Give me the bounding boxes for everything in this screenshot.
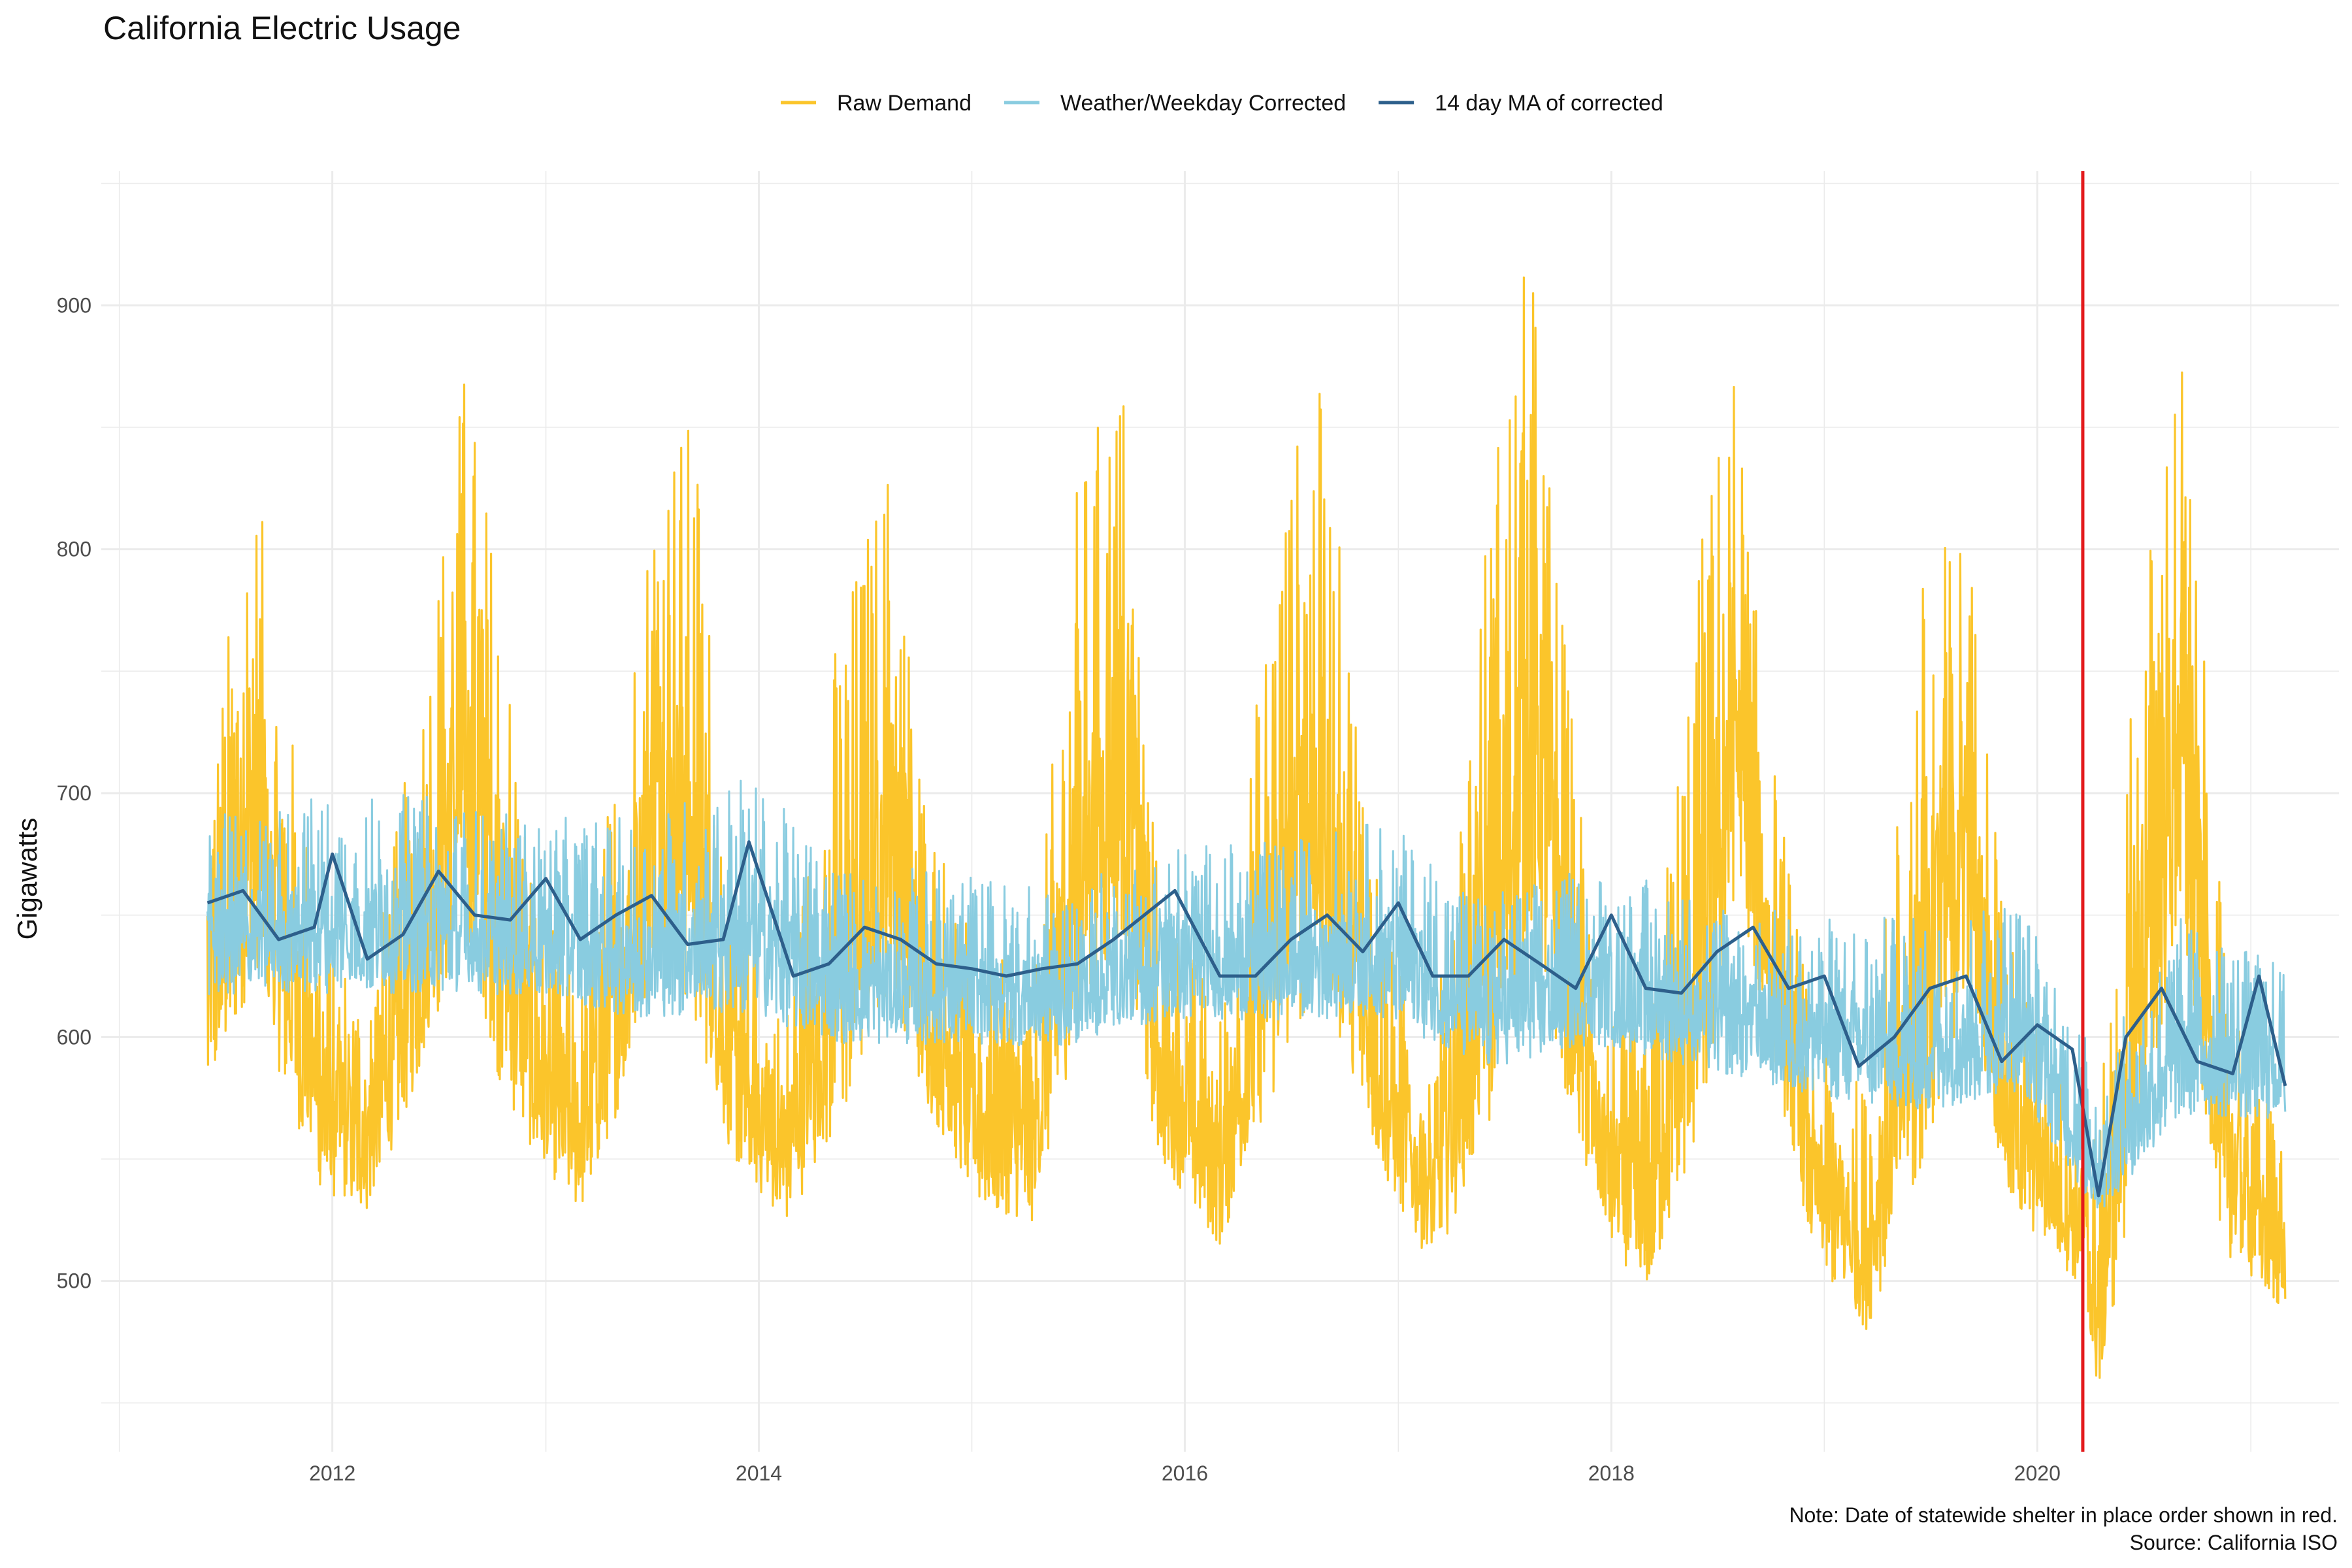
legend-label: 14 day MA of corrected [1435, 91, 1663, 116]
y-axis-label: Gigawatts [12, 818, 42, 940]
y-tick-label: 900 [57, 293, 91, 317]
x-tick-label: 2020 [2014, 1462, 2061, 1485]
legend-item: Raw Demand [781, 91, 972, 116]
x-tick-label: 2016 [1162, 1462, 1208, 1485]
y-tick-label: 700 [57, 781, 91, 805]
legend-label: Raw Demand [837, 91, 972, 116]
chart-legend: Raw Demand Weather/Weekday Corrected 14 da… [781, 91, 1663, 116]
x-tick-label: 2012 [309, 1462, 355, 1485]
y-tick-label: 600 [57, 1025, 91, 1049]
x-axis-ticks: 2012 2014 2016 2018 2020 [309, 1462, 2061, 1485]
raw-demand-line [206, 276, 2287, 1379]
caption-source: Source: California ISO [2130, 1531, 2338, 1554]
legend-item: 14 day MA of corrected [1379, 91, 1663, 116]
corrected-line [206, 779, 2287, 1209]
y-tick-label: 500 [57, 1269, 91, 1293]
y-tick-label: 800 [57, 538, 91, 561]
y-axis-ticks: 500 600 700 800 900 [57, 293, 91, 1292]
caption-note: Note: Date of statewide shelter in place… [1789, 1503, 2338, 1527]
moving-average-line [206, 840, 2287, 1198]
x-tick-label: 2014 [736, 1462, 782, 1485]
grid-lines [101, 171, 2339, 1452]
x-tick-label: 2018 [1588, 1462, 1635, 1485]
series-layer [206, 276, 2287, 1379]
legend-item: Weather/Weekday Corrected [1004, 91, 1346, 116]
chart-title: California Electric Usage [103, 10, 461, 46]
legend-label: Weather/Weekday Corrected [1060, 91, 1346, 116]
